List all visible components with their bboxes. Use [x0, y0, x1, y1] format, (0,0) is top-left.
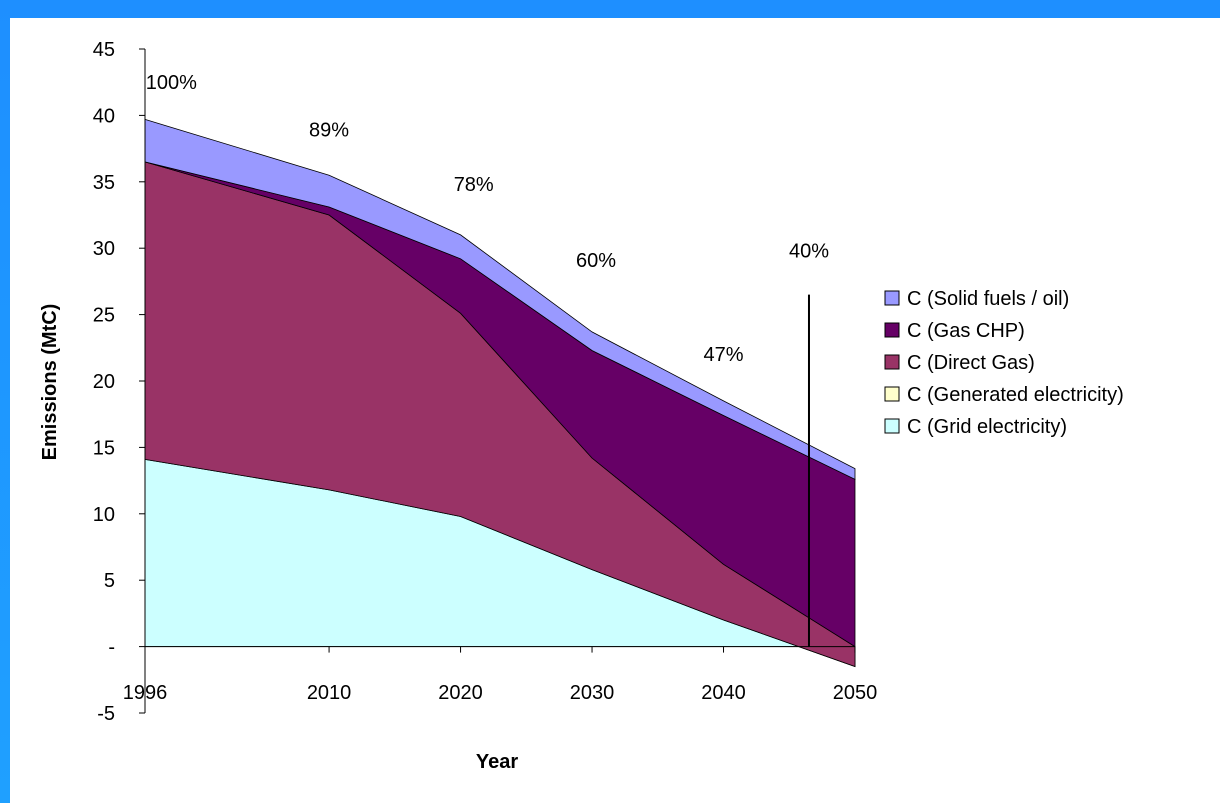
legend-label: C (Solid fuels / oil): [907, 288, 1069, 310]
x-tick-label: 2050: [833, 682, 878, 704]
y-tick-label: 25: [93, 305, 115, 327]
y-tick-label: 45: [93, 39, 115, 61]
y-axis-title: Emissions (MtC): [39, 304, 61, 461]
y-tick-label: 15: [93, 437, 115, 459]
y-tick-label: 30: [93, 238, 115, 260]
percent-annotation: 100%: [146, 72, 197, 94]
y-tick-label: 20: [93, 371, 115, 393]
percent-annotation: 89%: [309, 120, 349, 142]
y-tick-label: -: [108, 637, 115, 659]
x-axis-title: Year: [476, 751, 518, 773]
legend-swatch: [884, 290, 900, 306]
legend: C (Solid fuels / oil) C (Gas CHP) C (Direc…: [884, 288, 1124, 438]
legend-swatch: [884, 386, 900, 402]
x-tick-label: 2040: [701, 682, 746, 704]
legend-label: C (Grid electricity): [907, 416, 1067, 438]
legend-label: C (Generated electricity): [907, 384, 1124, 406]
percent-annotation: 60%: [576, 250, 616, 272]
y-tick-label: 10: [93, 504, 115, 526]
x-tick-label: 2020: [438, 682, 483, 704]
y-tick-label: 40: [93, 105, 115, 127]
area-layers: [144, 118, 856, 668]
legend-swatch: [884, 418, 900, 434]
axes: 45 40 35 30 25 20 15 10 5 - -5 1996 2010 2020 2030 2040…: [93, 39, 878, 725]
x-tick-label: 1996: [123, 682, 168, 704]
legend-label: C (Direct Gas): [907, 352, 1035, 374]
percent-annotation: 40%: [789, 240, 829, 262]
x-tick-label: 2010: [307, 682, 352, 704]
legend-label: C (Gas CHP): [907, 320, 1025, 342]
y-tick-label: 35: [93, 172, 115, 194]
area-c-solid-fuels-oil: [144, 118, 856, 480]
legend-swatch: [884, 322, 900, 338]
x-tick-label: 2030: [570, 682, 615, 704]
percent-annotation: 47%: [704, 344, 744, 366]
percent-annotation: 78%: [454, 174, 494, 196]
legend-swatch: [884, 354, 900, 370]
y-tick-label: -5: [97, 703, 115, 725]
y-tick-label: 5: [104, 570, 115, 592]
percentage-annotations: 100% 89% 78% 60% 47% 40%: [146, 72, 829, 366]
